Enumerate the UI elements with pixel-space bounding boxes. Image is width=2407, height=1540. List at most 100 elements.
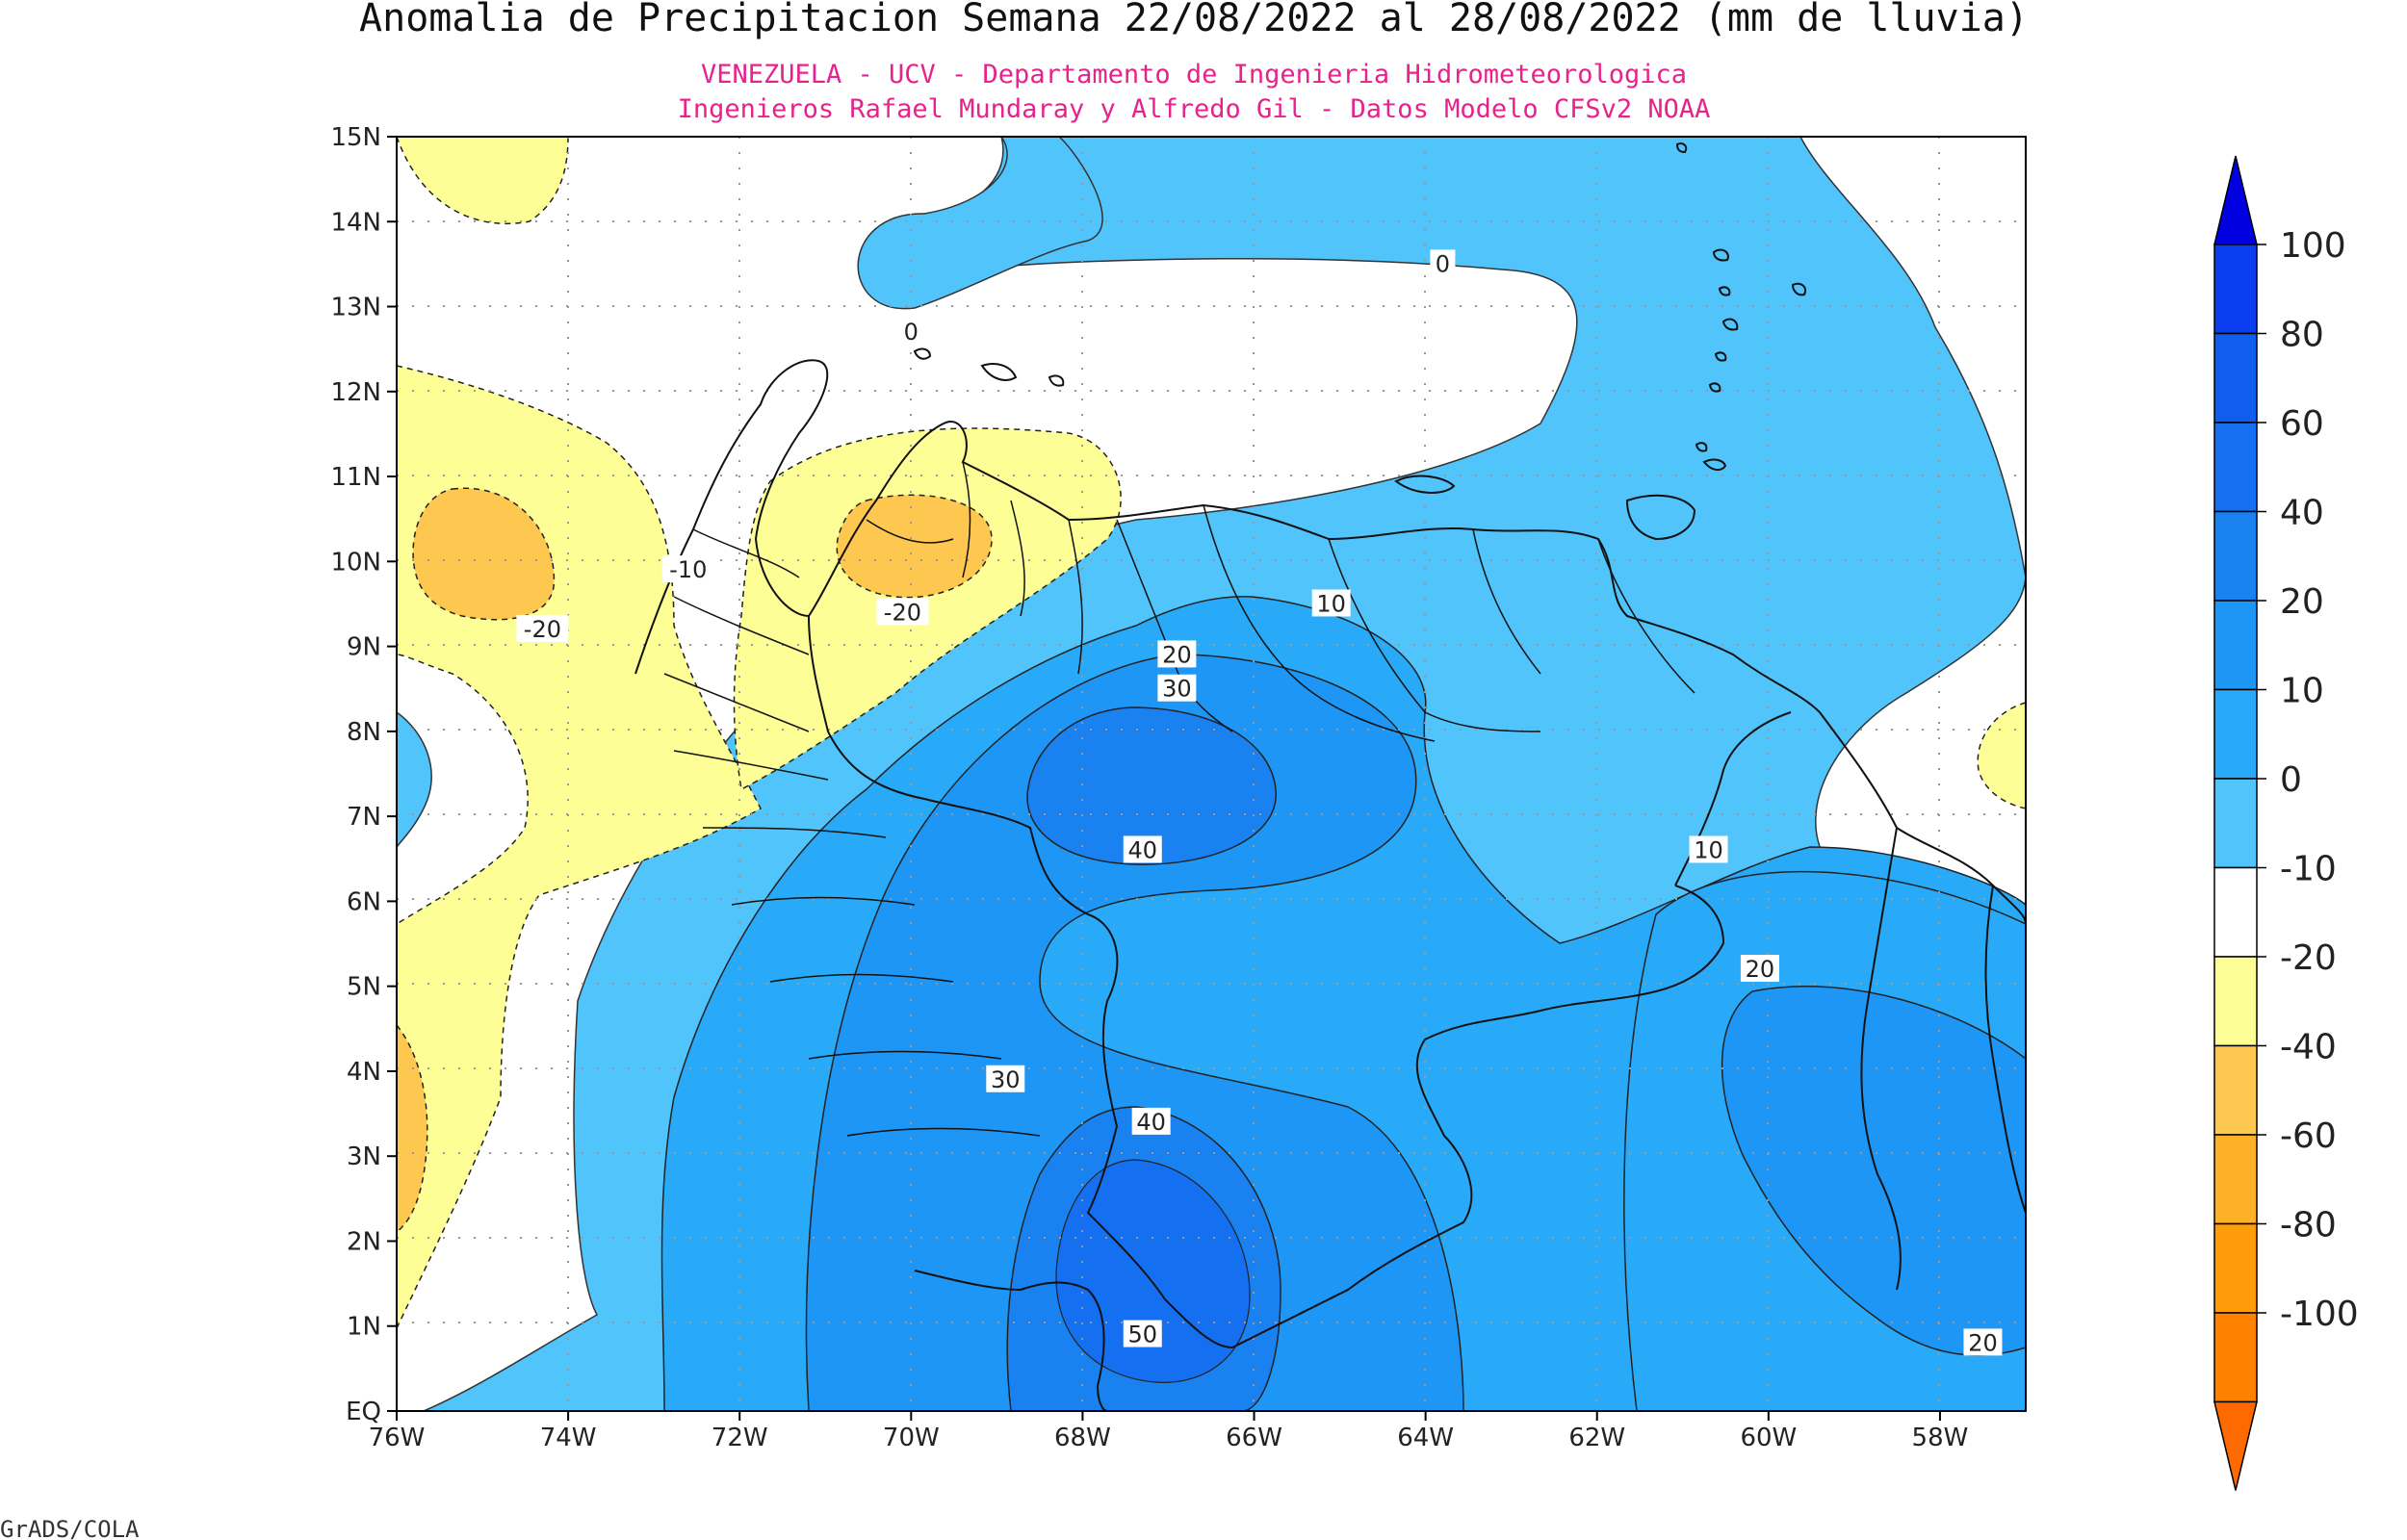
island-martinique <box>1721 318 1739 331</box>
figure-title: Anomalia de Precipitacion Semana 22/08/2… <box>359 0 2029 40</box>
colorbar-segment <box>2213 1312 2258 1403</box>
x-tick-label: 76W <box>369 1424 426 1452</box>
colorbar-segment <box>2213 866 2258 958</box>
border-venezuela-brazil <box>1231 885 1725 1348</box>
border-suriname-fguiana <box>1984 885 2026 1214</box>
contour-label-bg <box>516 614 569 642</box>
colorbar-label: 80 <box>2280 316 2324 355</box>
y-tick-label: 12N <box>330 378 381 407</box>
island-antigua <box>1675 142 1688 154</box>
island-dominica <box>1718 286 1731 296</box>
coastline-caribbean <box>634 359 2026 925</box>
contour-label-bg <box>1131 1107 1171 1135</box>
y-tick-label: 10N <box>330 548 381 577</box>
colombia-departments <box>663 528 1041 1137</box>
colorbar-label: -10 <box>2280 850 2337 889</box>
contour-labels: 0 0 -10 -20 -20 10 20 30 40 10 20 30 40 50 20 <box>516 249 2003 1356</box>
shade-north-patch <box>857 137 1103 310</box>
contour-label: 0 <box>904 319 919 346</box>
colorbar-label: 20 <box>2280 582 2324 622</box>
x-tick-label: 68W <box>1054 1424 1111 1452</box>
colorbar-top-arrow <box>2213 155 2258 245</box>
contour-label: 30 <box>1162 676 1192 703</box>
colorbar-label: -60 <box>2280 1116 2337 1156</box>
contour-label: -20 <box>524 616 561 643</box>
colorbar-bottom-arrow <box>2213 1400 2258 1491</box>
shade-neg-east-edge <box>1977 702 2026 809</box>
x-tick-label: 64W <box>1397 1424 1454 1452</box>
shade-east-20-40 <box>1721 986 2026 1356</box>
colorbar-segment <box>2213 244 2258 335</box>
island-curacao <box>980 363 1018 381</box>
y-tick-label: 6N <box>347 887 381 916</box>
contour-label: 20 <box>1746 956 1775 983</box>
shade-neg-orange-1 <box>412 487 556 621</box>
island-guadeloupe <box>1712 248 1729 262</box>
contour-label: 20 <box>1968 1329 1998 1356</box>
contour-label-bg <box>661 555 714 583</box>
contour-label: -20 <box>884 599 921 626</box>
colorbar-segment <box>2213 956 2258 1047</box>
island-trinidad <box>1625 494 1696 541</box>
contour-label: 0 <box>1436 250 1450 277</box>
contour-label-bg <box>1157 640 1197 668</box>
contour-label-bg <box>876 598 929 626</box>
contour-label-bg <box>1963 1328 2003 1356</box>
colorbar-label: -20 <box>2280 938 2337 978</box>
contour-label-bg <box>986 1065 1025 1092</box>
island-grenada <box>1695 442 1708 452</box>
shade-west-patch <box>397 711 432 849</box>
border-colombia-venezuela <box>808 615 1233 1348</box>
colorbar-segment <box>2213 1222 2258 1314</box>
island-margarita <box>1394 475 1456 494</box>
contour-label: 40 <box>1136 1109 1166 1136</box>
contour-label: 10 <box>1694 836 1723 863</box>
shade-neg-orange-2 <box>836 494 993 599</box>
y-tick-label: 7N <box>347 803 381 832</box>
colorbar-segment <box>2213 510 2258 602</box>
y-tick-label: 1N <box>347 1313 381 1342</box>
x-tick-label: 70W <box>883 1424 940 1452</box>
island-st-vincent <box>1708 382 1721 393</box>
colorbar-label: 60 <box>2280 404 2324 444</box>
contour-label: 50 <box>1127 1322 1157 1348</box>
map-frame <box>396 136 2027 1412</box>
x-tick-label: 62W <box>1568 1424 1625 1452</box>
y-tick-label: 5N <box>347 973 381 1002</box>
colorbar-label: 100 <box>2280 226 2346 266</box>
contour-label-bg <box>1123 835 1162 863</box>
y-tick-label: 11N <box>330 463 381 492</box>
y-tick-label: 2N <box>347 1227 381 1256</box>
x-tick-label: 58W <box>1912 1424 1969 1452</box>
y-tick-label: 8N <box>347 718 381 747</box>
x-tick-label: 72W <box>712 1424 768 1452</box>
shade-neg-northwest <box>397 137 569 225</box>
colorbar-segment <box>2213 1044 2258 1136</box>
y-tick-label: 9N <box>347 633 381 662</box>
contour-label-bg <box>1689 835 1728 863</box>
contour-label-bg <box>898 318 924 346</box>
figure-subtitle-2: Ingenieros Rafael Mundaray y Alfredo Gil… <box>678 94 1711 124</box>
contour-label-bg <box>1157 674 1197 702</box>
contour-label: 30 <box>991 1066 1021 1093</box>
x-tick-label: 60W <box>1740 1424 1797 1452</box>
colorbar-label: -80 <box>2280 1206 2337 1245</box>
contour-label-bg <box>1123 1320 1162 1348</box>
shade-neg-orange-3 <box>397 1023 428 1233</box>
colorbar-label: 0 <box>2280 760 2302 800</box>
colorbar-label: -40 <box>2280 1028 2337 1067</box>
colorbar-segment <box>2213 332 2258 424</box>
figure-subtitle-1: VENEZUELA - UCV - Departamento de Ingeni… <box>701 60 1687 90</box>
y-tick-label: 13N <box>330 294 381 322</box>
colorbar-label: -100 <box>2280 1295 2359 1334</box>
grads-credit: GrADS/COLA <box>0 1516 140 1540</box>
island-bonaire <box>1048 374 1065 387</box>
x-tick-label: 66W <box>1226 1424 1282 1452</box>
island-tobago <box>1702 458 1727 472</box>
coastlines-and-borders <box>634 142 2026 1411</box>
colorbar-segment <box>2213 422 2258 513</box>
colorbar-segment <box>2213 600 2258 691</box>
y-axis: EQ 1N 2N 3N 4N 5N 6N 7N 8N 9N 10N 11N 12N 13N 14N 15N <box>330 123 397 1426</box>
